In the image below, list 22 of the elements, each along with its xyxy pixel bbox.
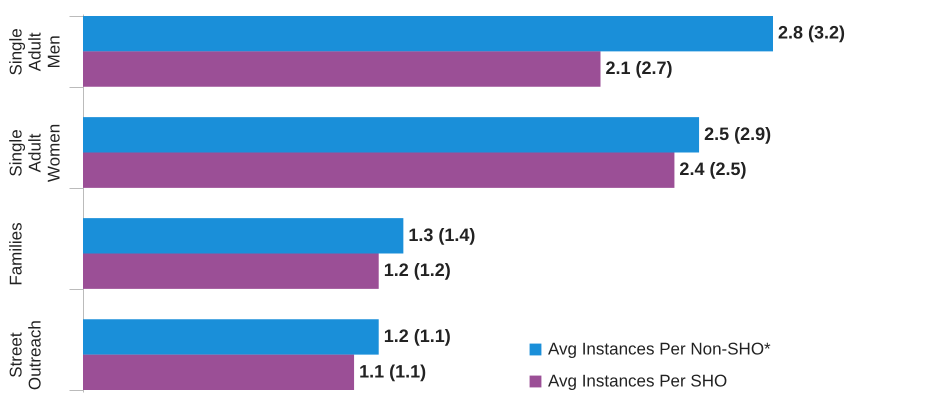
data-label: 2.1 (2.7) [606,58,673,78]
y-tick-label: Street Outreach [6,320,44,390]
data-label: 2.5 (2.9) [704,124,772,144]
bar [83,16,773,52]
data-label: 1.2 (1.1) [384,326,451,346]
y-tick-label: Single Adult Women [6,124,64,182]
legend-label: Avg Instances Per Non-SHO* [548,340,772,358]
bar [83,319,379,355]
legend-label: Avg Instances Per SHO [548,372,728,390]
bar [83,117,700,152]
data-label: 2.8 (3.2) [778,22,846,43]
data-label: 1.1 (1.1) [359,361,426,382]
bar [83,254,379,289]
bar [83,218,404,254]
data-label: 1.3 (1.4) [408,224,476,245]
bar [83,51,600,87]
bar [83,152,674,188]
y-tick-label: Single Adult Men [6,28,64,76]
y-tick-label: Families [6,222,26,286]
data-label: 1.2 (1.2) [384,260,451,280]
bar [83,354,354,390]
data-label: 2.4 (2.5) [679,159,746,180]
